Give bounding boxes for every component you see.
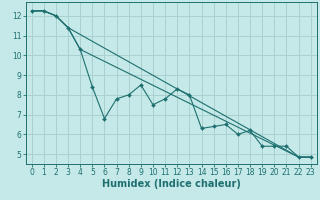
X-axis label: Humidex (Indice chaleur): Humidex (Indice chaleur)	[102, 179, 241, 189]
